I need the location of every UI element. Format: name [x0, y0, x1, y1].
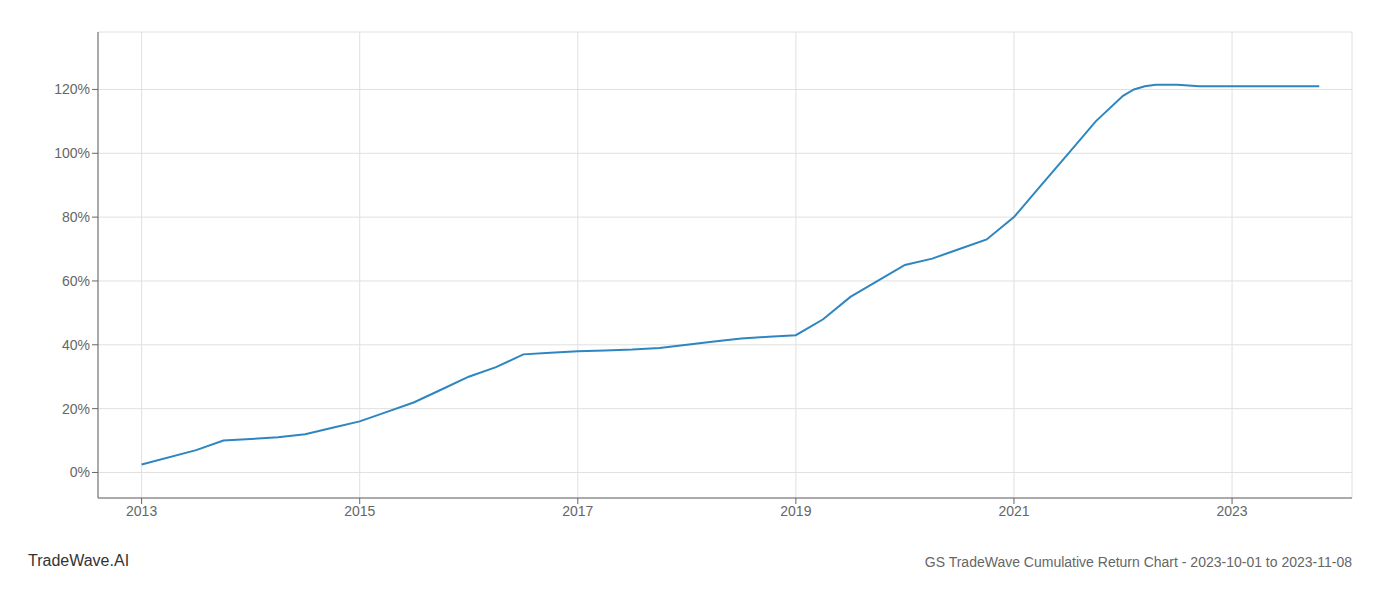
svg-text:100%: 100%: [54, 145, 90, 161]
svg-text:40%: 40%: [62, 337, 90, 353]
svg-text:80%: 80%: [62, 209, 90, 225]
svg-text:20%: 20%: [62, 401, 90, 417]
svg-text:2019: 2019: [780, 503, 811, 519]
svg-text:2013: 2013: [126, 503, 157, 519]
svg-text:0%: 0%: [70, 464, 90, 480]
svg-text:2023: 2023: [1216, 503, 1247, 519]
svg-text:2015: 2015: [344, 503, 375, 519]
svg-text:60%: 60%: [62, 273, 90, 289]
svg-text:120%: 120%: [54, 81, 90, 97]
svg-text:2021: 2021: [998, 503, 1029, 519]
html-text:TradeWave.AI: TradeWave.AI: [28, 552, 130, 569]
svg-text:2017: 2017: [562, 503, 593, 519]
html-text:GS TradeWave Cumulative Return: GS TradeWave Cumulative Return Chart - 2…: [924, 554, 1352, 570]
